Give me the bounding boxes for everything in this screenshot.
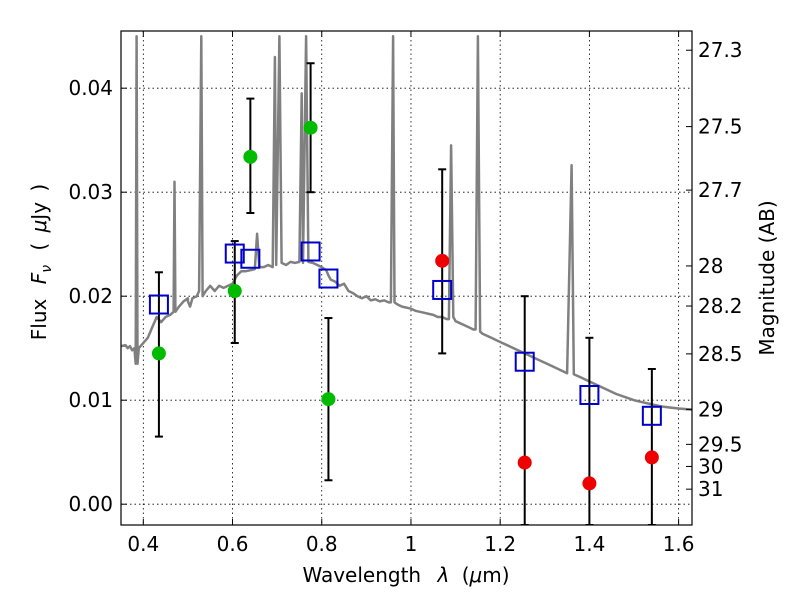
y-axis-label: Flux Fν ( μJy )	[27, 184, 56, 340]
y-tick-label: 0.03	[68, 180, 113, 204]
y-tick-label: 0.01	[68, 388, 113, 412]
detection-point-marker	[151, 346, 166, 361]
x-tick-label: 1	[405, 532, 418, 556]
ticks: 0.4 0.6 0.8 1 1.2 1.4 1.6 0.00 0.01 0.02 0.03 0.04 2…	[68, 31, 743, 556]
model-point-marker	[224, 243, 245, 264]
model-point-marker	[318, 268, 339, 289]
faint-point-marker	[644, 450, 659, 465]
x-tick-label: 1.4	[573, 532, 605, 556]
y2-tick-label: 30	[698, 454, 723, 478]
x-axis-label-unit: m)	[482, 563, 509, 587]
model-point-marker	[148, 294, 169, 315]
y2-tick-label: 27.7	[698, 178, 743, 202]
y-tick-label: 0.00	[68, 492, 113, 516]
model-point-marker	[300, 241, 321, 262]
x-axis-label-word: Wavelength	[302, 563, 421, 587]
plot-frame	[120, 30, 693, 526]
x-axis-label-mu: μ	[469, 563, 483, 587]
model-point-marker	[240, 248, 261, 269]
faint-point-marker	[435, 253, 450, 268]
y2-tick-label: 29.5	[698, 432, 743, 456]
y-axis-label-unit: Jy	[27, 202, 51, 222]
template-spectrum-line	[121, 34, 692, 411]
model-point-marker	[432, 279, 453, 300]
y2-tick-label: 27.3	[698, 38, 743, 62]
detection-point-marker	[303, 120, 318, 135]
y2-tick-label: 27.5	[698, 115, 743, 139]
y2-tick-label: 28.2	[698, 294, 743, 318]
model-point-marker	[514, 351, 535, 372]
y-axis-label-mu: μ	[27, 220, 51, 234]
faint-point-marker	[517, 455, 532, 470]
y-axis-label-symbol: F	[27, 272, 51, 284]
x-axis-label-symbol: λ	[436, 563, 449, 587]
y2-tick-label: 29	[698, 397, 723, 421]
x-tick-label: 0.8	[306, 532, 338, 556]
model-point-marker	[641, 405, 662, 426]
x-tick-label: 1.6	[663, 532, 695, 556]
y2-axis-label: Magnitude (AB)	[755, 200, 779, 355]
x-axis-label: Wavelength λ (μm)	[302, 563, 509, 587]
data-layer	[121, 34, 692, 525]
detection-point-marker	[243, 149, 258, 164]
y-axis-label-subscript: ν	[39, 265, 55, 273]
x-tick-label: 0.4	[127, 532, 159, 556]
y-axis-label-word: Flux	[27, 298, 51, 340]
y2-tick-label: 28	[698, 254, 723, 278]
x-axis-label-open: (	[462, 563, 470, 587]
y-tick-label: 0.02	[68, 284, 113, 308]
x-tick-label: 0.6	[217, 532, 249, 556]
x-tick-label: 1.2	[484, 532, 516, 556]
y2-tick-label: 28.5	[698, 342, 743, 366]
y-axis-label-close: )	[27, 184, 51, 192]
y2-tick-label: 31	[698, 477, 723, 501]
detection-point-marker	[227, 284, 242, 298]
faint-point-marker	[582, 476, 597, 491]
grid	[121, 31, 692, 525]
detection-point-marker	[321, 392, 336, 407]
y-axis-label-open: (	[27, 243, 51, 251]
y-tick-label: 0.04	[68, 76, 113, 100]
model-point-marker	[579, 385, 600, 405]
